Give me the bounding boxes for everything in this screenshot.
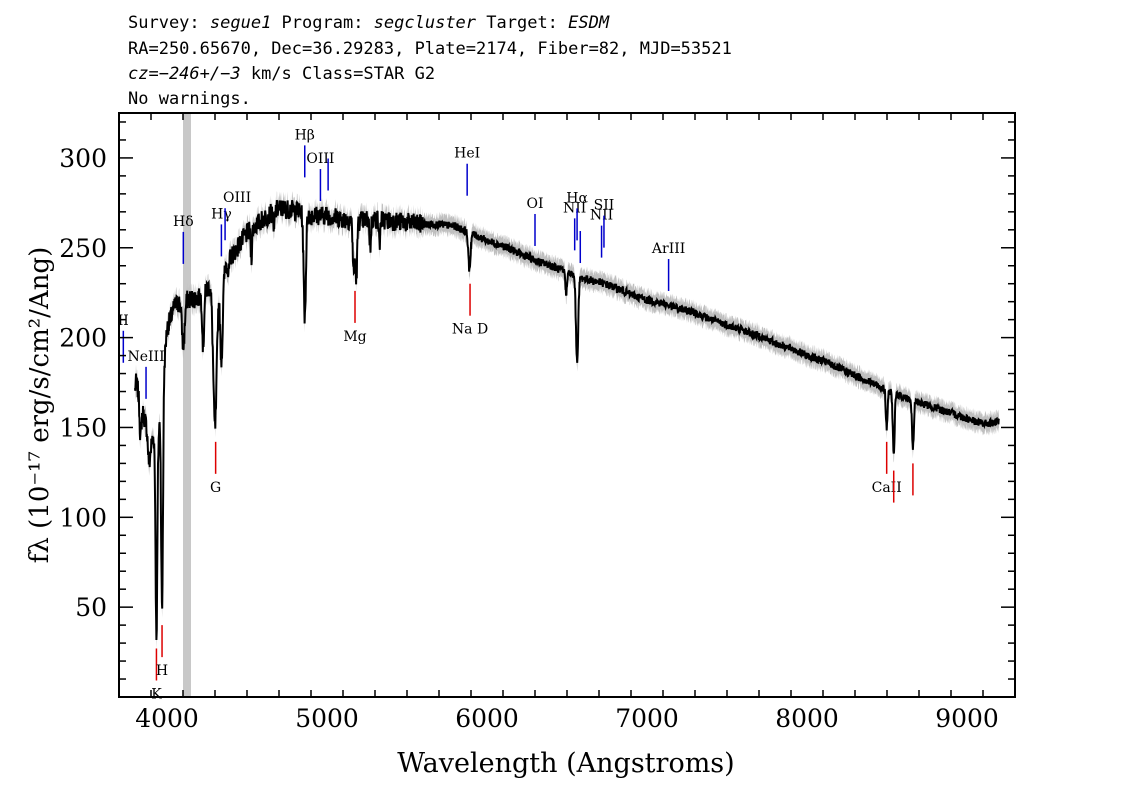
survey-label: Survey:: [128, 13, 210, 33]
survey-value: segue1: [209, 13, 272, 33]
x-tick-label: 7000: [615, 704, 679, 733]
x-axis-label: Wavelength (Angstroms): [397, 748, 734, 779]
class-value: km/s Class=STAR G2: [240, 64, 436, 84]
error-band-layer: [135, 191, 999, 649]
y-tick-label: 100: [59, 503, 107, 532]
absorption-marker-label: Na D: [452, 322, 488, 338]
spectrum-layer: [134, 199, 1000, 641]
emission-marker-label: II: [118, 313, 129, 329]
header-line-3: cz=−246+/−3 km/s Class=STAR G2: [128, 63, 435, 85]
spectrum-error-band: [135, 191, 999, 649]
spectrum-line: [134, 199, 1000, 641]
emission-marker-label: ArIII: [651, 241, 685, 257]
y-tick-label: 300: [59, 144, 107, 173]
program-value: segcluster: [373, 13, 477, 33]
emission-marker-label: NII: [590, 208, 613, 224]
x-tick-label: 4000: [135, 704, 199, 733]
header-line-2: RA=250.65670, Dec=36.29283, Plate=2174, …: [128, 39, 732, 59]
program-label: Program:: [271, 13, 374, 33]
y-axis-label: fλ (10⁻¹⁷ erg/s/cm²/Ang): [25, 247, 55, 563]
absorption-marker-label: H: [156, 663, 168, 679]
masked-band-layer: [183, 113, 191, 697]
y-tick-label: 250: [59, 234, 107, 263]
x-tick-label: 5000: [295, 704, 359, 733]
emission-marker-label: SII: [594, 198, 615, 214]
target-value: ESDM: [568, 13, 610, 33]
emission-marker-label: NeIII: [127, 349, 164, 365]
emission-marker-label: HeI: [454, 146, 480, 162]
absorption-marker-label: G: [210, 480, 221, 496]
y-tick-label: 200: [59, 324, 107, 353]
axes-layer: 4000 5000 6000 7000 8000 9000 50 100 150 200 250 30…: [59, 112, 1016, 733]
emission-marker-label: OIII: [306, 151, 334, 167]
emission-marker-label: Hα: [566, 190, 588, 206]
emission-marker-label: Hβ: [295, 127, 315, 143]
x-tick-label: 8000: [775, 704, 839, 733]
y-tick-label: 50: [75, 593, 107, 622]
target-label: Target:: [476, 13, 569, 33]
masked-band: [183, 113, 191, 697]
x-tick-label: 6000: [455, 704, 519, 733]
absorption-marker-label: CaII: [872, 480, 902, 496]
y-tick-label: 150: [59, 413, 107, 442]
redshift-value: cz=−246+/−3: [128, 64, 241, 84]
emission-marker-label: NII: [563, 200, 586, 216]
header-line-1: Survey: segue1 Program: segcluster Targe…: [128, 12, 609, 34]
emission-marker-label: OI: [526, 196, 543, 212]
absorption-marker-label: K: [151, 686, 162, 702]
absorption-marker-label: Mg: [343, 329, 366, 345]
emission-marker-label: Hδ: [173, 214, 194, 230]
x-tick-label: 9000: [935, 704, 999, 733]
emission-marker-label: Hγ: [211, 206, 232, 222]
header-line-4: No warnings.: [128, 89, 251, 109]
emission-marker-label: OIII: [223, 190, 251, 206]
